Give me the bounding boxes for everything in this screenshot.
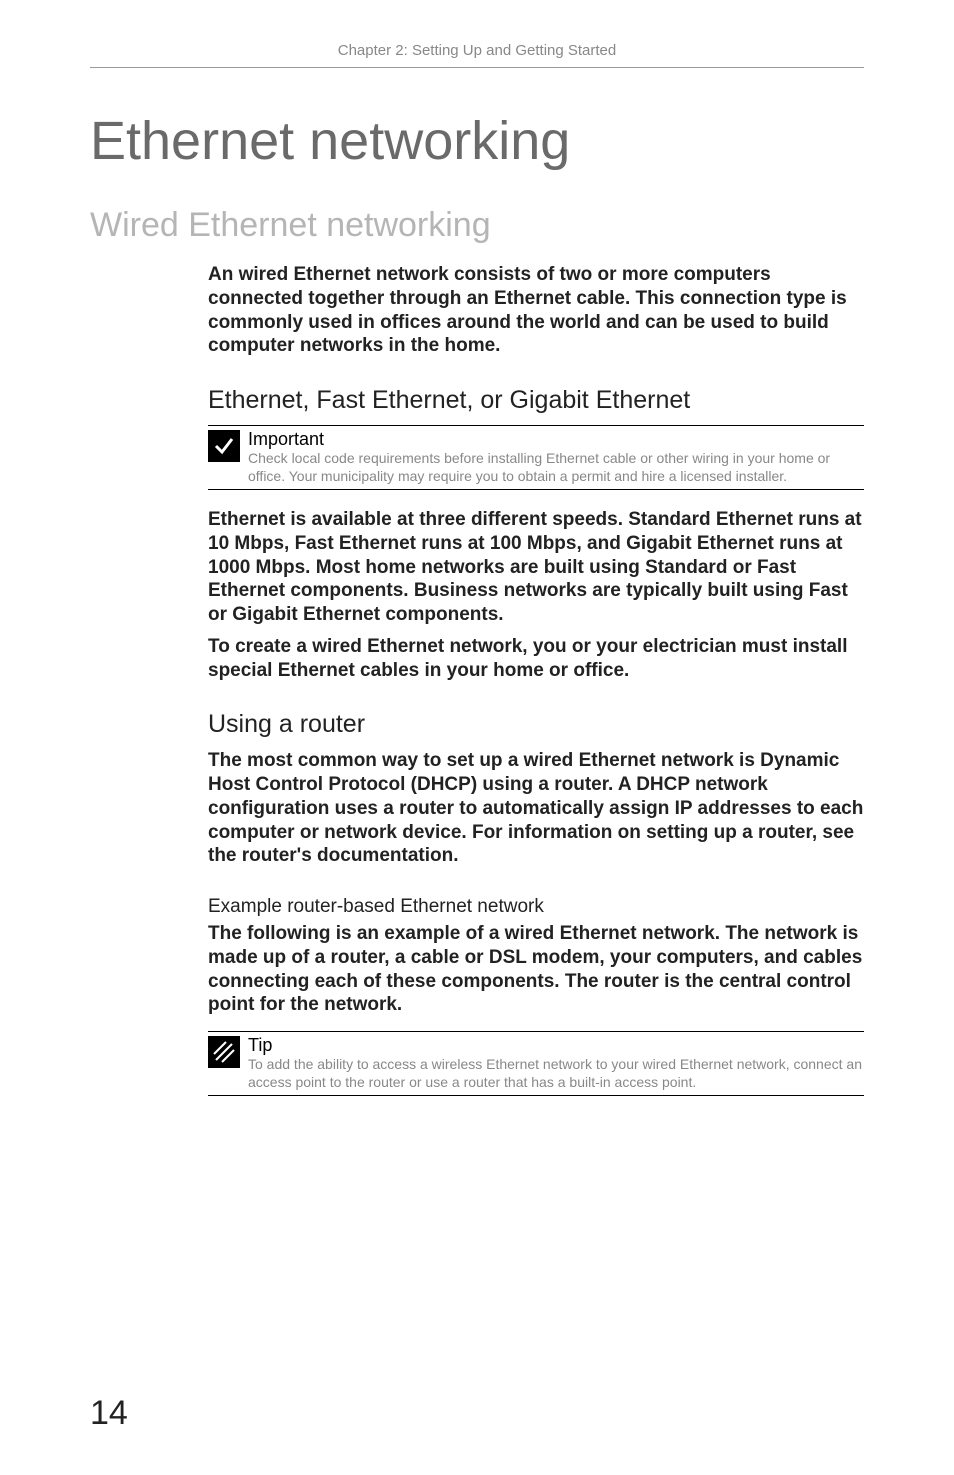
router-dhcp-paragraph: The most common way to set up a wired Et… (208, 749, 864, 868)
example-label: Example router-based Ethernet network (208, 896, 864, 918)
intro-paragraph: An wired Ethernet network consists of tw… (208, 263, 864, 358)
page-number: 14 (90, 1394, 128, 1433)
checkmark-icon (208, 430, 240, 462)
example-paragraph: The following is an example of a wired E… (208, 922, 864, 1017)
ethernet-install-paragraph: To create a wired Ethernet network, you … (208, 635, 864, 683)
important-label: Important (248, 429, 324, 449)
tip-callout: Tip To add the ability to access a wirel… (208, 1031, 864, 1096)
subsection-heading-ethernet-types: Ethernet, Fast Ethernet, or Gigabit Ethe… (208, 386, 864, 415)
tip-text: To add the ability to access a wireless … (248, 1056, 864, 1091)
chapter-header: Chapter 2: Setting Up and Getting Starte… (90, 0, 864, 68)
subsection-heading-router: Using a router (208, 710, 864, 739)
tip-icon (208, 1036, 240, 1068)
ethernet-speeds-paragraph: Ethernet is available at three different… (208, 508, 864, 627)
tip-label: Tip (248, 1035, 272, 1055)
important-callout: Important Check local code requirements … (208, 425, 864, 490)
important-text: Check local code requirements before ins… (248, 450, 864, 485)
page-title: Ethernet networking (90, 110, 864, 172)
section-heading: Wired Ethernet networking (90, 206, 864, 245)
